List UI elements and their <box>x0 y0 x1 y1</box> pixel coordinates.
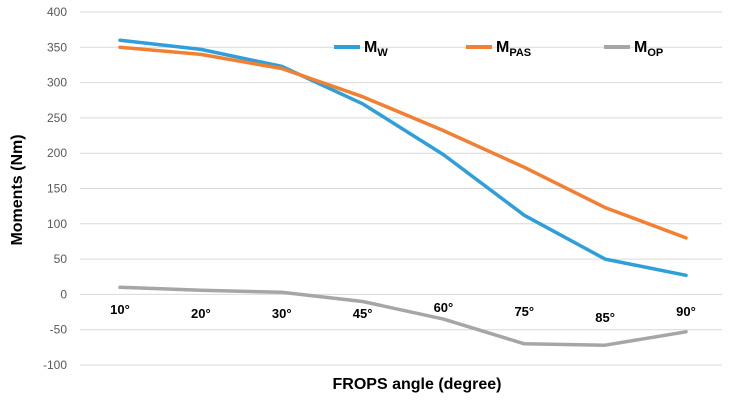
legend-item: MW <box>334 39 388 59</box>
series-line-m-op <box>118 285 688 347</box>
y-tick-label: 50 <box>54 252 68 266</box>
x-tick-label: 85° <box>595 310 615 325</box>
y-tick-label: -50 <box>50 323 68 337</box>
gridlines <box>80 11 722 366</box>
x-axis-ticks: 10° 20° 30° 45° 60° 75° 85° 90° <box>110 300 696 325</box>
legend-label: MPAS <box>496 39 531 59</box>
y-tick-label: -100 <box>43 358 67 372</box>
legend: MW MPAS MOP <box>334 39 663 59</box>
y-axis-title: Moments (Nm) <box>9 134 26 245</box>
y-tick-label: 350 <box>47 40 67 54</box>
y-tick-label: 100 <box>47 217 67 231</box>
x-tick-label: 60° <box>434 300 454 315</box>
legend-item: MPAS <box>466 39 531 59</box>
x-tick-label: 10° <box>110 302 130 317</box>
x-axis-title: FROPS angle (degree) <box>333 376 502 393</box>
legend-label: MW <box>364 39 388 59</box>
y-tick-label: 400 <box>47 5 67 19</box>
y-tick-label: 300 <box>47 76 67 90</box>
legend-label: MOP <box>634 39 663 59</box>
y-tick-label: 150 <box>47 182 67 196</box>
y-tick-label: 200 <box>47 146 67 160</box>
y-axis-ticks: -100 -50 0 50 100 150 200 250 300 350 400 <box>43 5 67 372</box>
x-tick-label: 75° <box>514 304 534 319</box>
y-tick-label: 0 <box>60 287 67 301</box>
series-line-m-w <box>118 38 688 278</box>
series-lines <box>118 38 688 347</box>
x-tick-label: 30° <box>272 306 292 321</box>
x-tick-label: 90° <box>676 304 696 319</box>
legend-item: MOP <box>604 39 663 59</box>
x-tick-label: 45° <box>353 306 373 321</box>
x-tick-label: 20° <box>191 306 211 321</box>
series-line-m-pas <box>118 45 688 240</box>
y-tick-label: 250 <box>47 111 67 125</box>
